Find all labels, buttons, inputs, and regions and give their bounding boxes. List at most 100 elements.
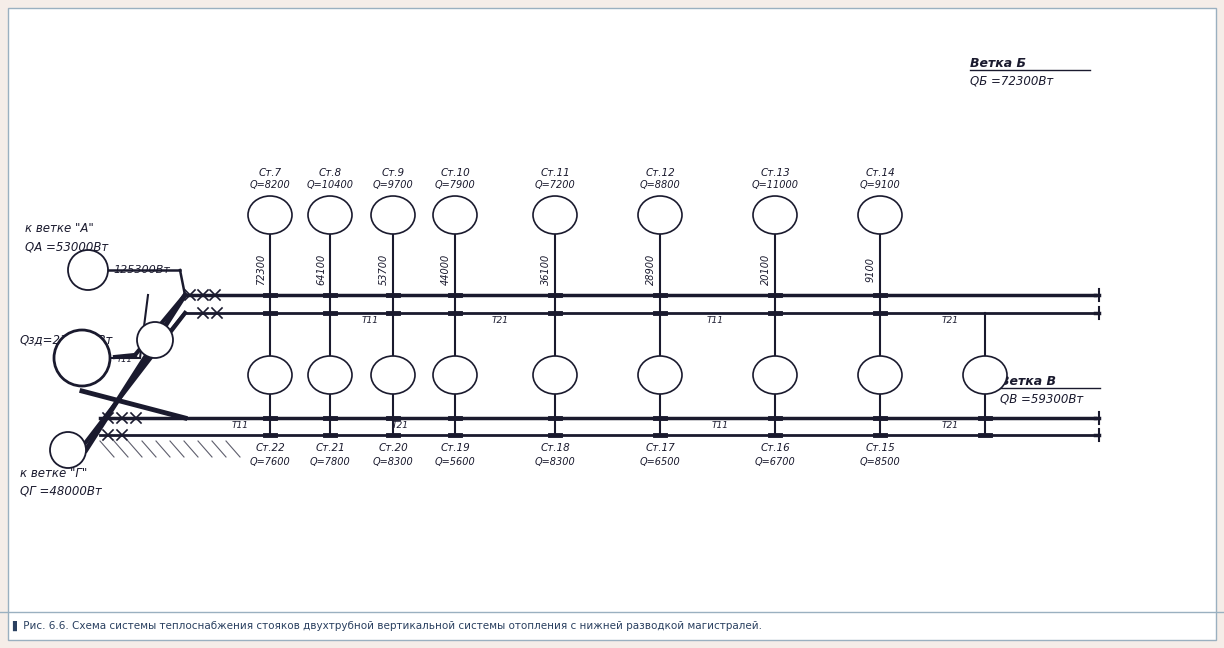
Ellipse shape <box>308 196 353 234</box>
Text: 36100: 36100 <box>541 253 551 284</box>
Text: 1*: 1* <box>61 445 75 455</box>
Text: 7: 7 <box>551 210 559 220</box>
Ellipse shape <box>248 196 293 234</box>
Text: Ст.12: Ст.12 <box>645 168 674 178</box>
Text: к ветке "А": к ветке "А" <box>24 222 94 235</box>
Text: Ст.10: Ст.10 <box>441 168 470 178</box>
Text: Q=7900: Q=7900 <box>435 180 475 190</box>
Text: 53700: 53700 <box>379 253 389 284</box>
Text: 8*: 8* <box>769 370 781 380</box>
Text: Q=7800: Q=7800 <box>310 457 350 467</box>
Text: 44000: 44000 <box>441 253 450 284</box>
Text: T11: T11 <box>711 421 728 430</box>
Text: 64100: 64100 <box>316 253 326 284</box>
Circle shape <box>137 322 173 358</box>
Text: Q=7200: Q=7200 <box>535 180 575 190</box>
Text: ТП: ТП <box>72 351 92 364</box>
Text: 4*: 4* <box>387 370 399 380</box>
Ellipse shape <box>753 356 797 394</box>
Text: 28900: 28900 <box>646 253 656 284</box>
Text: Ветка В: Ветка В <box>1000 375 1056 388</box>
Text: Ст.21: Ст.21 <box>315 443 345 453</box>
Text: 10*: 10* <box>976 370 994 380</box>
Text: 6: 6 <box>452 210 459 220</box>
Text: 7*: 7* <box>654 370 666 380</box>
Text: 9*: 9* <box>874 370 886 380</box>
Text: T11: T11 <box>118 356 133 364</box>
Text: Q=8200: Q=8200 <box>250 180 290 190</box>
Text: Q=7600: Q=7600 <box>250 457 290 467</box>
Ellipse shape <box>248 356 293 394</box>
Text: Ст.14: Ст.14 <box>865 168 895 178</box>
Text: Ст.19: Ст.19 <box>441 443 470 453</box>
Text: Q=5600: Q=5600 <box>435 457 475 467</box>
Text: Ст.17: Ст.17 <box>645 443 674 453</box>
Text: 5: 5 <box>389 210 397 220</box>
Text: Ветка Б: Ветка Б <box>969 57 1026 70</box>
Ellipse shape <box>371 356 415 394</box>
Text: Q=10400: Q=10400 <box>306 180 354 190</box>
Text: Ст.11: Ст.11 <box>540 168 570 178</box>
Text: Ст.7: Ст.7 <box>258 168 282 178</box>
Text: Q=9700: Q=9700 <box>372 180 414 190</box>
Text: 125300Вт: 125300Вт <box>113 265 170 275</box>
Text: T21: T21 <box>492 316 508 325</box>
Circle shape <box>54 330 110 386</box>
Text: T11: T11 <box>361 316 378 325</box>
Text: Q=8500: Q=8500 <box>859 457 901 467</box>
Text: 4: 4 <box>326 210 334 220</box>
Text: ▌ Рис. 6.6. Схема системы теплоснабжения стояков двухтрубной вертикальной систем: ▌ Рис. 6.6. Схема системы теплоснабжения… <box>12 621 763 631</box>
Text: 9: 9 <box>771 210 778 220</box>
Text: T21: T21 <box>941 421 958 430</box>
Text: 10: 10 <box>873 210 887 220</box>
Ellipse shape <box>963 356 1007 394</box>
Ellipse shape <box>638 196 682 234</box>
Text: Q=8300: Q=8300 <box>535 457 575 467</box>
Text: 2: 2 <box>84 264 92 277</box>
Text: T21: T21 <box>392 421 409 430</box>
Text: 1: 1 <box>151 334 159 347</box>
Text: Ст.18: Ст.18 <box>540 443 570 453</box>
Ellipse shape <box>308 356 353 394</box>
Text: Ст.22: Ст.22 <box>255 443 285 453</box>
Text: Q=9100: Q=9100 <box>859 180 901 190</box>
Text: 5*: 5* <box>449 370 461 380</box>
Text: Ст.20: Ст.20 <box>378 443 408 453</box>
Text: 3*: 3* <box>324 370 335 380</box>
Text: QА =53000Вт: QА =53000Вт <box>24 240 108 253</box>
Text: Qзд=232600Вт: Qзд=232600Вт <box>20 334 114 347</box>
Text: 2*: 2* <box>264 370 275 380</box>
Circle shape <box>50 432 86 468</box>
Text: QГ =48000Вт: QГ =48000Вт <box>20 485 102 498</box>
Circle shape <box>69 250 108 290</box>
Text: T11: T11 <box>231 421 248 430</box>
Text: 9100: 9100 <box>867 257 876 281</box>
Ellipse shape <box>858 356 902 394</box>
Text: QБ =72300Вт: QБ =72300Вт <box>969 75 1053 88</box>
Text: T11: T11 <box>706 316 723 325</box>
Text: Ст.8: Ст.8 <box>318 168 341 178</box>
Ellipse shape <box>753 196 797 234</box>
Text: к ветке "Г": к ветке "Г" <box>20 467 87 480</box>
Ellipse shape <box>532 196 577 234</box>
Text: Q=8800: Q=8800 <box>640 180 681 190</box>
Ellipse shape <box>371 196 415 234</box>
Text: Ст.16: Ст.16 <box>760 443 789 453</box>
Ellipse shape <box>433 196 477 234</box>
Text: Ст.9: Ст.9 <box>382 168 405 178</box>
Text: T21: T21 <box>941 316 958 325</box>
Ellipse shape <box>638 356 682 394</box>
Text: 6*: 6* <box>550 370 561 380</box>
Text: Q=6500: Q=6500 <box>640 457 681 467</box>
Ellipse shape <box>532 356 577 394</box>
Text: 8: 8 <box>656 210 663 220</box>
Text: Q=8300: Q=8300 <box>372 457 414 467</box>
Ellipse shape <box>858 196 902 234</box>
Text: Ст.15: Ст.15 <box>865 443 895 453</box>
Text: Q=11000: Q=11000 <box>752 180 798 190</box>
Text: QВ =59300Вт: QВ =59300Вт <box>1000 393 1083 406</box>
Text: 20100: 20100 <box>761 253 771 284</box>
Text: 3: 3 <box>266 210 274 220</box>
Text: 72300: 72300 <box>256 253 266 284</box>
Text: Ст.13: Ст.13 <box>760 168 789 178</box>
